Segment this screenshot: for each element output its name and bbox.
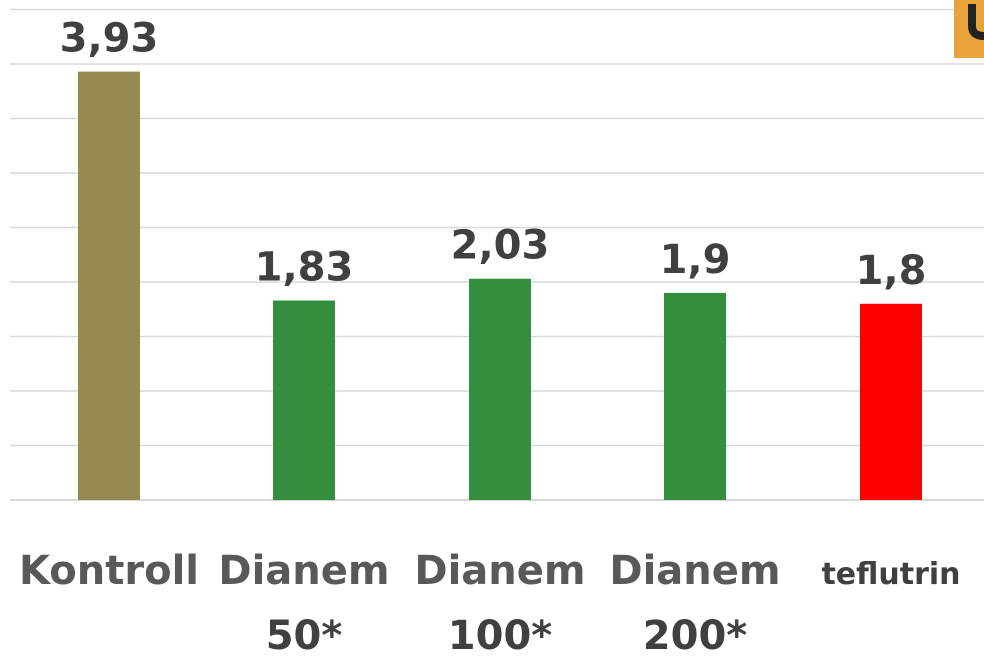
data-label: 3,93 xyxy=(60,16,159,62)
data-label: 2,03 xyxy=(451,223,550,269)
tick-label: teflutrin xyxy=(821,557,960,592)
bar xyxy=(469,278,531,500)
tick-label: Dianem xyxy=(218,548,389,594)
category-labels: Kontroll Dianem 50* Dianem 100* Dianem 200* tef… xyxy=(19,548,961,656)
value-labels: 3,93 1,83 2,03 1,9 1,8 xyxy=(60,16,927,294)
tick-label: 100* xyxy=(448,613,552,656)
tick-label: Kontroll xyxy=(19,548,199,594)
bar xyxy=(664,292,726,500)
bar xyxy=(78,71,140,500)
tick-label: Dianem xyxy=(414,548,585,594)
tick-label: 200* xyxy=(643,613,747,656)
data-label: 1,83 xyxy=(255,245,354,291)
tick-label: 50* xyxy=(266,613,343,656)
corner-logo-icon xyxy=(954,0,984,58)
bar xyxy=(860,303,922,500)
data-label: 1,8 xyxy=(856,248,927,294)
data-label: 1,9 xyxy=(660,237,731,283)
tick-label: Dianem xyxy=(609,548,780,594)
bars xyxy=(78,71,922,500)
bar xyxy=(273,300,335,500)
